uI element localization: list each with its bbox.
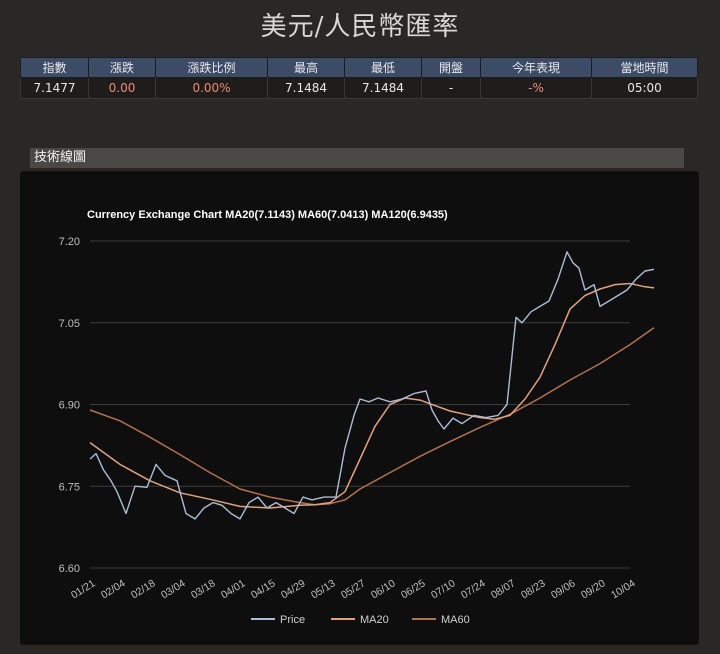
value-change: 0.00 <box>88 77 156 99</box>
header-high: 最高 <box>267 57 345 78</box>
x-tick-label: 08/07 <box>489 577 518 601</box>
y-tick-label: 7.05 <box>59 318 80 330</box>
quote-header-row: 指數 漲跌 漲跌比例 最高 最低 開盤 今年表現 當地時間 <box>20 57 698 78</box>
legend-label: Price <box>280 614 305 626</box>
legend-label: MA20 <box>360 614 389 626</box>
x-tick-label: 06/10 <box>369 577 398 601</box>
legend-label: MA60 <box>441 614 470 626</box>
x-tick-label: 03/04 <box>159 577 188 601</box>
page-title: 美元/人民幣匯率 <box>260 12 460 42</box>
x-tick-label: 02/04 <box>99 577 128 601</box>
exchange-rate-chart: Currency Exchange Chart MA20(7.1143) MA6… <box>59 209 655 626</box>
y-tick-label: 7.20 <box>59 236 80 248</box>
section-title: 技術線圖 <box>30 148 684 168</box>
header-index: 指數 <box>20 57 89 78</box>
series-line-ma20 <box>89 282 655 509</box>
x-tick-label: 04/01 <box>219 577 248 601</box>
quote-table: 指數 漲跌 漲跌比例 最高 最低 開盤 今年表現 當地時間 7.1477 0.0… <box>20 57 698 99</box>
value-local-time: 05:00 <box>591 77 698 99</box>
header-change: 漲跌 <box>88 57 156 78</box>
value-low: 7.1484 <box>344 77 422 99</box>
x-tick-label: 07/24 <box>459 577 488 601</box>
series-line-ma60 <box>89 327 655 506</box>
value-change-pct: 0.00% <box>155 77 268 99</box>
value-index: 7.1477 <box>20 77 89 99</box>
x-tick-label: 05/27 <box>339 577 368 601</box>
x-tick-label: 05/13 <box>309 577 338 601</box>
x-tick-label: 04/29 <box>279 577 308 601</box>
x-tick-label: 07/10 <box>429 577 458 601</box>
header-ytd: 今年表現 <box>480 57 592 78</box>
x-tick-label: 03/18 <box>189 577 218 601</box>
y-tick-label: 6.90 <box>59 400 80 412</box>
y-tick-label: 6.60 <box>59 563 80 575</box>
quote-value-row: 7.1477 0.00 0.00% 7.1484 7.1484 - -% 05:… <box>20 77 698 99</box>
chart-title: Currency Exchange Chart MA20(7.1143) MA6… <box>87 209 448 221</box>
header-change-pct: 漲跌比例 <box>155 57 268 78</box>
header-low: 最低 <box>344 57 422 78</box>
header-open: 開盤 <box>421 57 481 78</box>
x-tick-label: 01/21 <box>69 577 98 601</box>
x-tick-label: 09/20 <box>579 577 608 601</box>
series-line-price <box>89 251 655 520</box>
value-high: 7.1484 <box>267 77 345 99</box>
x-tick-label: 08/23 <box>519 577 548 601</box>
x-tick-label: 04/15 <box>249 577 278 601</box>
x-tick-label: 02/18 <box>129 577 158 601</box>
y-tick-label: 6.75 <box>59 481 80 493</box>
header-local-time: 當地時間 <box>591 57 698 78</box>
value-ytd: -% <box>480 77 592 99</box>
x-tick-label: 09/06 <box>549 577 578 601</box>
value-open: - <box>421 77 481 99</box>
chart-container: Currency Exchange Chart MA20(7.1143) MA6… <box>20 171 699 645</box>
x-tick-label: 10/04 <box>609 577 638 601</box>
x-tick-label: 06/25 <box>399 577 428 601</box>
